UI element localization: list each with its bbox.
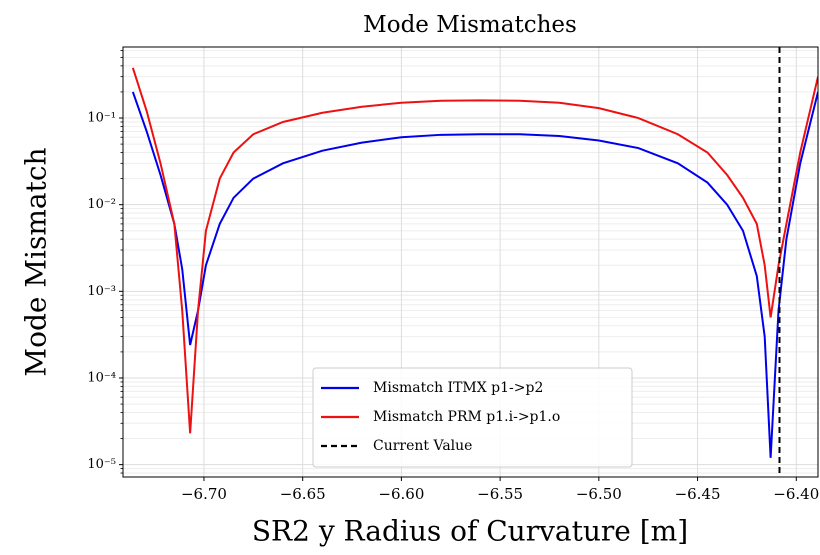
y-tick-label: 10⁻¹ bbox=[87, 111, 116, 126]
x-tick-label: −6.65 bbox=[280, 485, 326, 503]
y-tick-label: 10⁻⁴ bbox=[87, 370, 116, 385]
x-tick-label: −6.40 bbox=[773, 485, 819, 503]
x-tick-label: −6.55 bbox=[477, 485, 523, 503]
x-tick-label: −6.70 bbox=[181, 485, 227, 503]
x-axis-label: SR2 y Radius of Curvature [m] bbox=[252, 515, 688, 548]
y-tick-label: 10⁻³ bbox=[87, 284, 116, 299]
y-tick-label: 10⁻² bbox=[87, 197, 116, 212]
x-tick-label: −6.60 bbox=[378, 485, 424, 503]
y-axis-label: Mode Mismatch bbox=[20, 147, 53, 376]
chart-title: Mode Mismatches bbox=[363, 12, 577, 38]
series-line bbox=[131, 91, 818, 458]
plot-frame bbox=[122, 46, 819, 478]
legend-label: Current Value bbox=[373, 438, 472, 454]
x-tick-label: −6.45 bbox=[675, 485, 721, 503]
series-line bbox=[131, 67, 818, 434]
legend-label: Mismatch PRM p1.i->p1.o bbox=[373, 409, 560, 425]
plot-area bbox=[131, 47, 818, 477]
y-tick-label: 10⁻⁵ bbox=[87, 457, 116, 472]
legend-box bbox=[312, 367, 633, 468]
x-tick-label: −6.50 bbox=[576, 485, 622, 503]
legend-label: Mismatch ITMX p1->p2 bbox=[373, 380, 543, 396]
